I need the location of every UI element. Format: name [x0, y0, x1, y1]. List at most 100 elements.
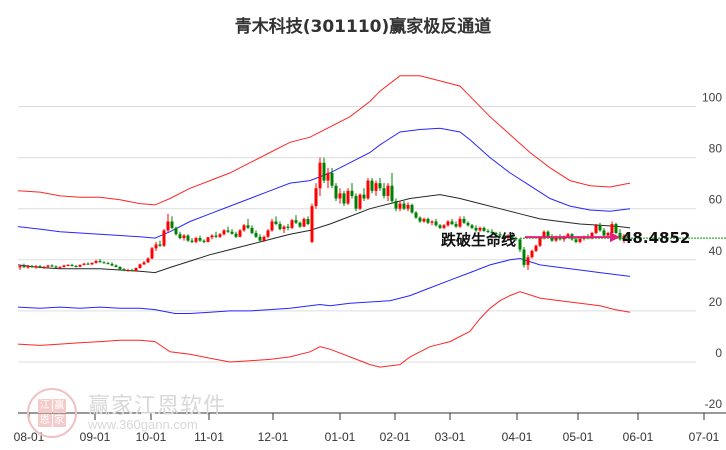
candle — [386, 183, 390, 202]
candle — [274, 216, 278, 226]
watermark-logo: 江 赢 恩 家 — [27, 388, 77, 438]
candle — [146, 257, 150, 263]
candle — [390, 172, 394, 204]
candle — [526, 254, 530, 271]
candle — [34, 264, 38, 269]
candle — [426, 217, 430, 225]
x-axis: 08-01 09-01 10-01 11-01 12-01 01-01 02-01 03-01… — [14, 412, 726, 444]
candle — [254, 230, 258, 239]
candle — [142, 261, 146, 265]
candle — [290, 218, 294, 230]
candle — [166, 213, 170, 232]
candle — [266, 229, 270, 239]
candle — [594, 224, 598, 235]
candle — [122, 267, 126, 272]
candle — [26, 264, 30, 269]
inner-lower-band-line — [17, 257, 631, 314]
candle — [234, 231, 238, 239]
candle — [46, 264, 50, 268]
candle — [158, 240, 162, 248]
candle — [370, 178, 374, 194]
outer-upper-band-line — [17, 75, 631, 206]
candle — [174, 226, 178, 236]
candle — [374, 180, 378, 196]
candle — [522, 247, 526, 268]
candle — [438, 224, 442, 230]
candle — [66, 264, 70, 267]
candle — [186, 234, 190, 242]
x-tick-label: 05-01 — [563, 430, 594, 444]
candle — [578, 238, 582, 244]
candle — [338, 188, 342, 204]
candle — [434, 218, 438, 227]
candle — [418, 216, 422, 223]
candle — [58, 266, 62, 269]
candle — [50, 264, 54, 267]
midline-line — [17, 194, 631, 274]
candle — [414, 211, 418, 219]
candle — [190, 238, 194, 244]
candle — [486, 229, 490, 233]
channel-bands — [17, 75, 631, 368]
candle — [86, 262, 90, 265]
candle — [354, 193, 358, 212]
candle — [230, 229, 234, 235]
candle — [218, 232, 222, 239]
candle — [498, 231, 502, 237]
x-tick-label: 01-01 — [325, 430, 356, 444]
candle — [114, 264, 118, 268]
candle — [42, 266, 46, 269]
candle — [530, 249, 534, 259]
candle — [130, 268, 134, 272]
candlesticks — [18, 157, 630, 272]
candle — [366, 178, 370, 200]
candle — [54, 265, 58, 268]
candle — [322, 157, 326, 184]
candle — [38, 264, 42, 268]
candle — [210, 234, 214, 240]
candle — [622, 234, 626, 244]
candle — [250, 225, 254, 235]
candle — [614, 222, 618, 235]
candle — [470, 224, 474, 230]
candle — [198, 235, 202, 242]
candle — [422, 217, 426, 223]
candle — [78, 264, 82, 268]
candle — [350, 183, 354, 199]
candle — [206, 236, 210, 243]
watermark-brand: 赢家江恩软件 — [88, 394, 227, 419]
candle — [346, 188, 350, 205]
x-tick-label: 03-01 — [435, 430, 466, 444]
candle — [90, 262, 94, 265]
logo-char: 家 — [52, 413, 66, 427]
candle — [518, 238, 522, 253]
candle — [482, 226, 486, 232]
candle — [262, 235, 266, 242]
logo-char: 江 — [38, 399, 52, 413]
candle — [226, 226, 230, 233]
inner-upper-band-line — [17, 127, 631, 239]
candle — [18, 264, 22, 271]
candle — [334, 183, 338, 202]
logo-char: 恩 — [38, 413, 52, 427]
candle — [478, 226, 482, 232]
candle — [282, 225, 286, 233]
candle — [214, 231, 218, 239]
candle — [270, 218, 274, 232]
candle — [314, 183, 318, 209]
candle — [398, 201, 402, 212]
candle — [394, 198, 398, 212]
candle — [102, 261, 106, 264]
candle — [342, 190, 346, 207]
chart-title: 青木科技(301110)赢家极反通道 — [234, 17, 492, 37]
candle — [182, 234, 186, 241]
candle — [106, 261, 110, 265]
y-tick-label: 60 — [709, 193, 723, 207]
candle — [110, 262, 114, 267]
candle — [466, 221, 470, 227]
candle — [118, 266, 122, 271]
y-tick-label: -20 — [705, 397, 723, 411]
candle — [494, 231, 498, 236]
arrow-icon — [525, 232, 620, 243]
